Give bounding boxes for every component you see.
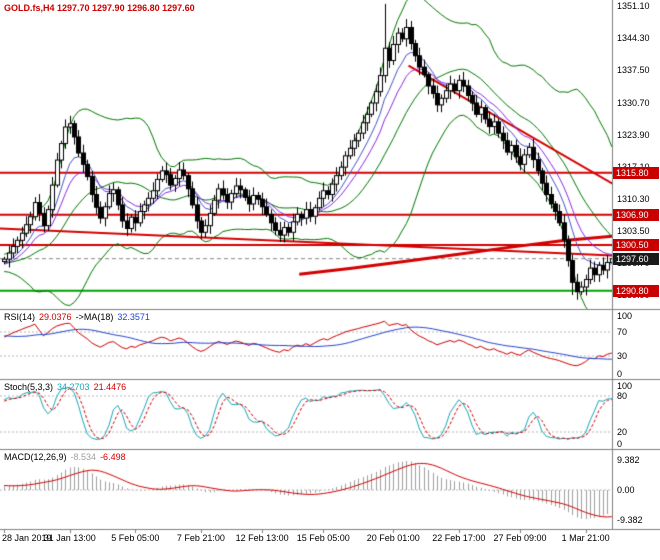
chart-title: GOLD.fs,H4 1297.70 1297.90 1296.80 1297.… (4, 3, 195, 13)
axis-time-label: 12 Feb 13:00 (235, 533, 289, 543)
axis-price-label: 1323.90 (617, 129, 650, 140)
axis-time-label: 1 Mar 21:00 (561, 533, 610, 543)
price-line-label: 1300.50 (613, 239, 659, 252)
axis-price-label: 9.382 (617, 454, 640, 465)
axis-time-label: 15 Feb 05:00 (296, 533, 350, 543)
price-line-label: 1306.90 (613, 208, 659, 221)
axis-price-label: -9.382 (617, 515, 643, 526)
price-line-label: 1297.60 (613, 252, 659, 265)
axis-price-label: 1337.50 (617, 65, 650, 76)
stoch-value: 34.2703 (57, 382, 90, 392)
time-axis[interactable]: 28 Jan 2019 31 Jan 13:00 5 Feb 05:00 7 Feb … (0, 531, 660, 549)
axis-price-label: 0.00 (617, 485, 635, 495)
axis-price-label: 20 (617, 427, 628, 437)
macd-value: -8.534 (70, 452, 97, 462)
axis-price-label: 70 (617, 327, 628, 337)
rsi-name: RSI(14) (4, 312, 36, 322)
macd-indicator-label: MACD(12,26,9) -8.534 -6.498 (4, 452, 130, 462)
macd-name: MACD(12,26,9) (4, 452, 67, 462)
axis-time-label: 5 Feb 05:00 (111, 533, 160, 543)
axis-price-label: 1310.30 (617, 193, 650, 204)
axis-price-label: 100 (617, 381, 633, 391)
price-line-label: 1290.80 (613, 284, 659, 297)
axis-price-label: 100 (617, 311, 633, 321)
axis-time-label: 7 Feb 21:00 (176, 533, 225, 543)
rsi-ma-value: 32.3571 (117, 312, 150, 322)
axis-price-label: 1344.30 (617, 33, 650, 44)
price-line-label: 1315.80 (613, 166, 659, 179)
rsi-indicator-label: RSI(14) 29.0376 ->MA(18) 32.3571 (4, 312, 154, 322)
axis-price-label: 1330.70 (617, 97, 650, 108)
stoch-indicator-label: Stoch(5,3,3) 34.2703 21.4476 (4, 382, 130, 392)
stoch-name: Stoch(5,3,3) (4, 382, 54, 392)
axis-price-label: 80 (617, 391, 628, 401)
price-axis[interactable]: 1351.10 1344.30 1337.50 1330.70 1323.90 1317.… (612, 0, 660, 530)
axis-price-label: 1351.10 (617, 1, 650, 12)
axis-time-label: 20 Feb 01:00 (366, 533, 420, 543)
axis-price-label: 1303.50 (617, 225, 650, 236)
macd-signal-value: -6.498 (100, 452, 126, 462)
axis-time-label: 22 Feb 17:00 (432, 533, 486, 543)
axis-price-label: 30 (617, 351, 628, 361)
stoch-signal-value: 21.4476 (93, 382, 127, 392)
axis-price-label: 1317.10 (617, 162, 650, 173)
axis-time-label: 31 Jan 13:00 (43, 533, 96, 543)
axis-time-label: 27 Feb 09:00 (493, 533, 547, 543)
chart-title-text: GOLD.fs,H4 1297.70 1297.90 1296.80 1297.… (4, 3, 195, 13)
axis-time-label: 28 Jan 2019 (2, 533, 52, 543)
axis-price-label: 0 (617, 369, 623, 379)
axis-price-label: 0 (617, 439, 623, 449)
rsi-value: 29.0376 (39, 312, 72, 322)
rsi-ma-name: ->MA(18) (75, 312, 114, 322)
